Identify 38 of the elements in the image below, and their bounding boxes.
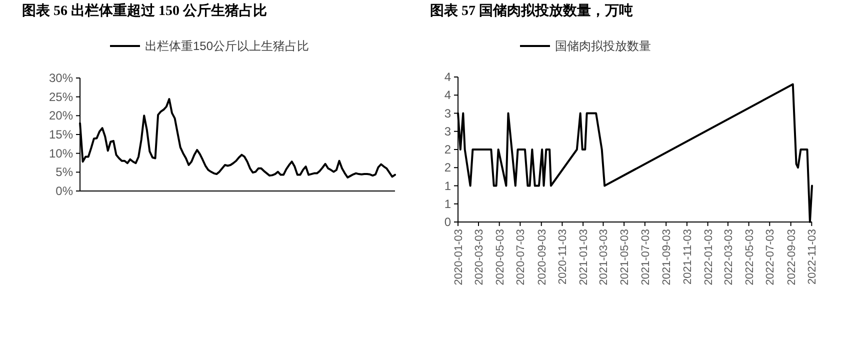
x-tick-label: 2021-01-03 <box>578 229 590 286</box>
x-tick-label: 2022-11-03 <box>806 229 819 284</box>
legend-label: 国储肉拟投放数量 <box>555 39 651 53</box>
y-tick-label: 30% <box>48 71 74 85</box>
x-tick-label: 2021-09-03 <box>661 229 674 286</box>
x-tick-label: 2022-07-03 <box>764 229 777 286</box>
y-tick-label: 20% <box>48 108 74 123</box>
y-tick-label: 2 <box>444 160 452 175</box>
y-tick-label: 1 <box>444 178 452 193</box>
x-tick-label: 2022-05-03 <box>744 229 756 286</box>
y-tick-label: 1 <box>444 196 452 211</box>
x-tick-label: 2020-09-03 <box>536 229 548 286</box>
y-tick-label: 4 <box>444 70 452 84</box>
y-tick-label: 15% <box>48 128 74 142</box>
x-tick-label: 2022-09-03 <box>786 229 798 286</box>
y-tick-label: 5% <box>56 165 74 180</box>
x-tick-label: 2020-01-03 <box>453 229 465 286</box>
x-tick-label: 2022-03-03 <box>722 229 735 286</box>
y-tick-label: 0% <box>56 184 74 198</box>
x-tick-label: 2020-07-03 <box>515 229 528 286</box>
x-tick-label: 2020-11-03 <box>557 229 570 284</box>
y-tick-label: 3 <box>444 106 452 120</box>
y-tick-label: 4 <box>444 88 452 102</box>
x-tick-label: 2020-05-03 <box>494 229 506 286</box>
chart-title: 图表 56 出栏体重超过 150 公斤生猪占比 <box>22 2 267 19</box>
y-tick-label: 25% <box>48 90 74 104</box>
x-tick-label: 2021-11-03 <box>682 229 694 284</box>
y-tick-label: 0 <box>444 215 452 229</box>
x-tick-label: 2022-01-03 <box>702 229 715 286</box>
y-tick-label: 10% <box>48 146 74 160</box>
x-tick-label: 2021-03-03 <box>598 229 610 286</box>
x-tick-label: 2020-03-03 <box>474 229 486 286</box>
y-tick-label: 3 <box>444 124 452 138</box>
legend-label: 出栏体重150公斤以上生猪占比 <box>145 39 310 53</box>
y-tick-label: 2 <box>444 142 452 156</box>
chart-title: 图表 57 国储肉拟投放数量，万吨 <box>430 2 633 19</box>
x-tick-label: 2021-07-03 <box>640 229 652 286</box>
x-tick-label: 2021-05-03 <box>619 229 632 286</box>
